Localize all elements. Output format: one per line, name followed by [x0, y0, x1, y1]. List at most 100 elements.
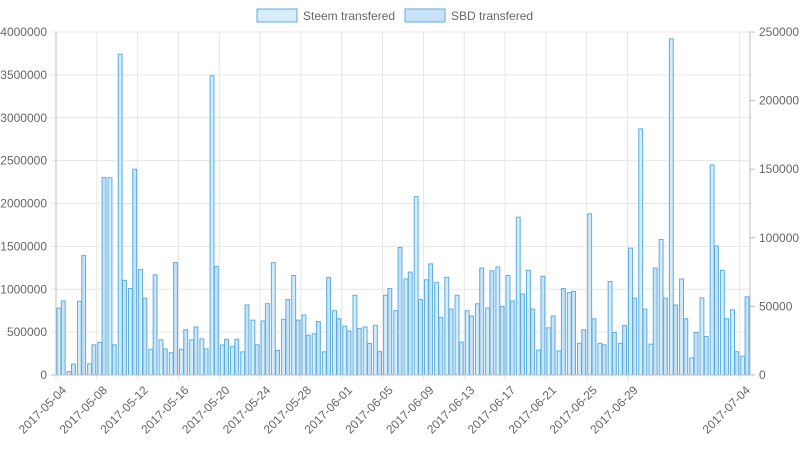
bar-sbd: [203, 348, 209, 376]
bar-steem: [76, 300, 82, 376]
bar-sbd: [101, 176, 107, 376]
bar-sbd: [489, 270, 495, 376]
legend-item-sbd[interactable]: SBD transfered: [404, 8, 533, 23]
bar-steem: [209, 75, 215, 376]
bar-steem: [495, 266, 501, 376]
y-left-tick-label: 1500000: [0, 239, 47, 253]
bar-sbd: [285, 299, 291, 376]
bar-steem: [505, 275, 511, 376]
bar-sbd: [479, 267, 485, 376]
bar-sbd: [173, 261, 178, 376]
legend: Steem transfered SBD transfered: [256, 8, 533, 23]
bar-steem: [668, 38, 674, 376]
bar-sbd: [601, 344, 607, 376]
bar-steem: [566, 292, 572, 376]
bar-sbd: [407, 271, 413, 376]
bar-steem: [301, 314, 307, 376]
bar-steem: [577, 342, 582, 376]
bar-steem: [515, 216, 521, 376]
bar-sbd: [560, 288, 566, 376]
bar-steem: [679, 278, 684, 376]
bar-steem: [107, 177, 113, 376]
bar-steem: [127, 287, 133, 376]
bar-sbd: [387, 288, 393, 376]
bar-steem: [372, 324, 378, 376]
bar-sbd: [734, 351, 740, 376]
bar-steem: [178, 348, 184, 376]
y-axis-left-ticks: 0 500000 1000000 1500000 2000000 2500000 30000…: [0, 25, 47, 382]
bar-steem: [474, 303, 480, 376]
bar-sbd: [91, 344, 97, 376]
bar-steem: [352, 294, 358, 376]
bar-steem: [158, 339, 164, 376]
bar-sbd: [418, 299, 423, 376]
y-axis-right-ticks: 0 50000 100000 150000 200000 250000: [759, 25, 799, 382]
bar-steem: [383, 294, 388, 376]
legend-item-steem[interactable]: Steem transfered: [256, 8, 395, 23]
bar-sbd: [703, 336, 709, 376]
bar-sbd: [509, 300, 515, 376]
bar-sbd: [377, 351, 383, 376]
bar-steem: [342, 325, 348, 376]
bar-steem: [66, 371, 72, 376]
bar-steem: [219, 344, 225, 376]
y-right-tick-label: 150000: [759, 162, 799, 176]
bar-steem: [648, 343, 654, 376]
bar-steem: [485, 307, 491, 376]
y-left-tick-label: 4000000: [0, 25, 47, 39]
bar-sbd: [713, 245, 719, 376]
bar-sbd: [356, 327, 362, 376]
y-right-tick-label: 250000: [759, 25, 799, 39]
bar-steem: [332, 310, 337, 376]
bar-sbd: [469, 315, 474, 376]
bar-sbd: [315, 320, 321, 376]
bar-sbd: [224, 338, 229, 376]
bar-steem: [413, 196, 419, 376]
bar-steem: [291, 275, 297, 376]
bar-sbd: [683, 318, 689, 376]
bar-sbd: [693, 331, 699, 376]
bar-sbd: [581, 329, 587, 376]
bar-sbd: [152, 274, 158, 376]
bar-sbd: [336, 318, 342, 376]
bar-sbd: [366, 342, 372, 376]
bar-steem: [240, 351, 246, 376]
bar-steem: [444, 276, 450, 376]
y-left-tick-label: 3000000: [0, 111, 47, 125]
bar-sbd: [183, 329, 189, 376]
y-left-tick-label: 2500000: [0, 154, 47, 168]
bar-sbd: [111, 344, 117, 376]
bar-sbd: [71, 363, 76, 376]
bar-steem: [546, 327, 552, 376]
bar-steem: [168, 352, 174, 376]
bar-steem: [321, 351, 327, 376]
bar-sbd: [60, 300, 66, 376]
bar-steem: [117, 53, 123, 376]
y-left-tick-label: 3500000: [0, 68, 47, 82]
y-left-tick-label: 1000000: [0, 282, 47, 296]
bar-sbd: [499, 305, 505, 376]
bar-steem: [709, 164, 715, 376]
bar-sbd: [571, 290, 576, 376]
bar-steem: [464, 310, 470, 376]
bar-steem: [56, 307, 62, 376]
bar-sbd: [305, 334, 311, 376]
bar-sbd: [142, 297, 148, 376]
bar-steem: [658, 239, 664, 376]
bar-sbd: [81, 255, 87, 376]
bar-sbd: [673, 304, 679, 376]
bar-sbd: [326, 277, 332, 376]
bar-steem: [536, 349, 542, 376]
y-right-tick-label: 0: [759, 368, 766, 382]
bar-sbd: [550, 315, 556, 376]
bar-sbd: [193, 326, 199, 376]
bar-sbd: [662, 297, 668, 376]
x-tick-label: 2017-07-04: [700, 383, 754, 437]
bar-sbd: [428, 263, 434, 376]
bar-sbd: [244, 304, 250, 376]
bar-steem: [689, 357, 695, 376]
bar-steem: [628, 247, 633, 376]
bar-sbd: [346, 330, 352, 376]
bar-steem: [281, 318, 286, 376]
bar-steem: [87, 363, 93, 376]
